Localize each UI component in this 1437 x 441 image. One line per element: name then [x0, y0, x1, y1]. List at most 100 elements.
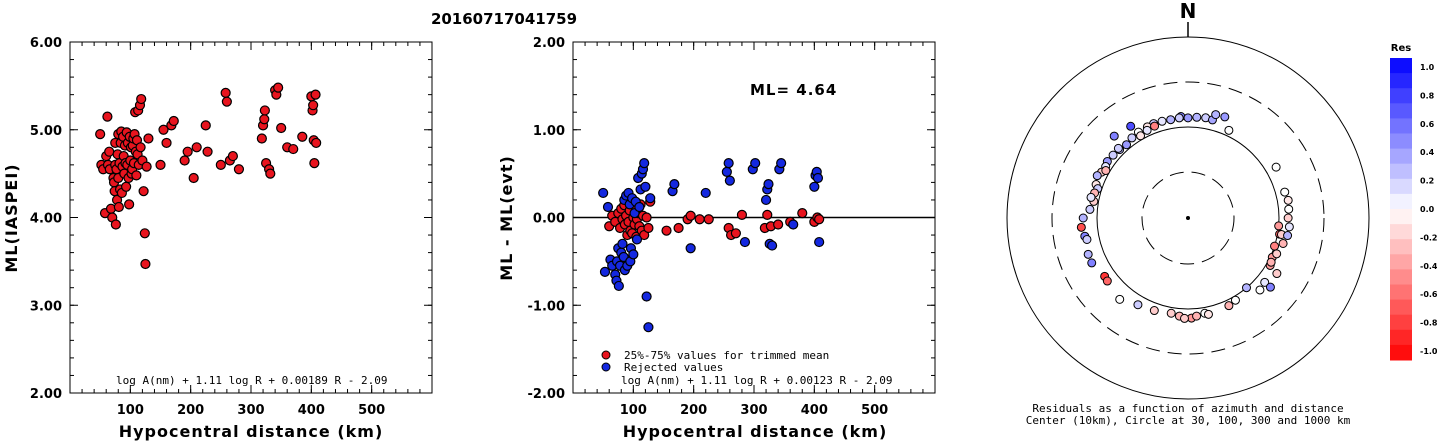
polar-data-point	[1150, 121, 1160, 131]
colorbar-cell	[1390, 209, 1412, 225]
plot-ml-vs-distance: 2.00 3.00 4.00 5.00 6.00 100 200 300 400 500 Hypo…	[2, 36, 433, 441]
legend-marker-trimmed	[601, 350, 611, 360]
polar-data-point	[1224, 125, 1234, 135]
plot2-ytick-label: 0.00	[533, 212, 565, 227]
polar-data-point	[1278, 238, 1288, 248]
plot1-data-point	[161, 137, 172, 149]
plot1-data-point	[139, 228, 150, 239]
polar-data-point	[1083, 249, 1093, 259]
polar-data-point	[1136, 131, 1146, 141]
plot2-ytick-label: 2.00	[533, 36, 565, 51]
polar-data-point	[1113, 143, 1123, 153]
plot2-data-point	[814, 236, 825, 248]
polar-data-point	[1272, 249, 1282, 259]
colorbar-cell	[1390, 224, 1412, 240]
plot2-data-point	[613, 280, 624, 292]
polar-data-point	[1211, 110, 1221, 120]
plot1-ytick-label: 2.00	[30, 387, 62, 402]
plot2-data-point	[700, 187, 711, 199]
plot1-data-point	[121, 181, 132, 192]
polar-data-point	[1230, 295, 1240, 305]
plot2-data-point	[634, 201, 645, 213]
plot1-data-point	[310, 89, 321, 100]
plot1-ticks: 2.00 3.00 4.00 5.00 6.00 100 200 300 400 500	[30, 36, 432, 418]
colorbar-tick-label: 0.4	[1420, 148, 1435, 157]
polar-data-point	[1283, 195, 1293, 205]
plot1-xtick-label: 200	[177, 403, 204, 418]
plot2-data-point	[645, 193, 656, 204]
north-label: N	[1180, 0, 1197, 23]
polar-data-point	[1274, 221, 1284, 231]
polar-data-point	[1109, 131, 1119, 141]
polar-data-point	[1283, 213, 1293, 223]
plot2-data-point	[639, 157, 650, 169]
polar-data-point	[1157, 116, 1167, 126]
polar-data-point	[1115, 294, 1125, 304]
plot1-data-point	[155, 159, 166, 170]
plot1-ylabel: ML(IASPEI)	[2, 163, 21, 272]
colorbar-cell	[1390, 254, 1412, 270]
plot1-ytick-label: 6.00	[30, 36, 62, 51]
plot-azimuth-residuals: N Residuals as a function of azimuth and…	[1006, 0, 1370, 427]
ring-30km	[1141, 171, 1235, 265]
polar-points	[1076, 110, 1294, 323]
colorbar-tick-label: 0.2	[1420, 177, 1434, 186]
polar-data-point	[1272, 269, 1282, 279]
plot2-data-point	[599, 266, 611, 278]
plot1-data-point	[265, 168, 276, 179]
polar-data-point	[1283, 231, 1293, 241]
polar-data-point	[1127, 133, 1137, 143]
polar-data-point	[1265, 282, 1275, 292]
polar-data-point	[1260, 277, 1270, 287]
caption-line-1: Residuals as a function of azimuth and d…	[1032, 402, 1343, 415]
plot2-points	[598, 157, 825, 333]
plot1-data-point	[200, 120, 211, 131]
polar-data-point	[1271, 162, 1281, 172]
plot2-data-point	[685, 210, 696, 221]
plot1-xtick-label: 100	[117, 403, 144, 418]
colorbar-cell	[1390, 148, 1412, 165]
polar-data-point	[1149, 306, 1159, 316]
colorbar-cell	[1390, 314, 1412, 331]
plot1-data-point	[309, 157, 320, 169]
plot1-data-point	[215, 159, 226, 170]
colorbar-tick-label: 0.8	[1420, 91, 1435, 100]
colorbar-cells	[1390, 58, 1412, 361]
plot2-ylabel: ML - ML(evt)	[497, 155, 516, 281]
plot1-data-point	[140, 258, 151, 270]
plot1-data-point	[124, 199, 135, 210]
plot2-data-point	[669, 179, 680, 190]
plot1-points	[95, 82, 322, 270]
plot1-data-point	[141, 161, 152, 172]
polar-data-point	[1224, 301, 1234, 311]
plot1-data-point	[131, 170, 142, 181]
colorbar-tick-label: 0.0	[1420, 205, 1435, 214]
plot2-data-point	[736, 209, 748, 220]
plot2-ml-value: ML= 4.64	[750, 81, 837, 99]
polar-data-point	[1108, 150, 1118, 160]
plot2-data-point	[739, 236, 751, 248]
plot1-xtick-label: 500	[358, 403, 385, 418]
colorbar-tick-label: -0.4	[1420, 262, 1437, 271]
plot2-data-point	[809, 181, 820, 192]
colorbar-title: Res	[1391, 43, 1411, 54]
colorbar-cell	[1390, 299, 1412, 316]
colorbar-cell	[1390, 163, 1412, 180]
polar-data-point	[1266, 257, 1276, 267]
plot2-data-point	[598, 187, 609, 199]
plot2-data-point	[640, 181, 651, 192]
polar-data-point	[1122, 140, 1132, 150]
polar-data-point	[1166, 115, 1176, 125]
polar-data-point	[1270, 241, 1280, 251]
plot2-data-point	[617, 238, 628, 249]
plot1-ytick-label: 5.00	[30, 124, 62, 139]
polar-data-point	[1203, 309, 1213, 319]
plot2-xtick-label: 500	[861, 403, 888, 418]
plot2-xtick-label: 200	[680, 403, 707, 418]
plot2-data-point	[641, 291, 652, 302]
plot2-ytick-label: -1.00	[528, 299, 565, 314]
colorbar-cell	[1390, 193, 1412, 210]
polar-data-point	[1126, 121, 1136, 131]
polar-data-point	[1174, 113, 1184, 123]
